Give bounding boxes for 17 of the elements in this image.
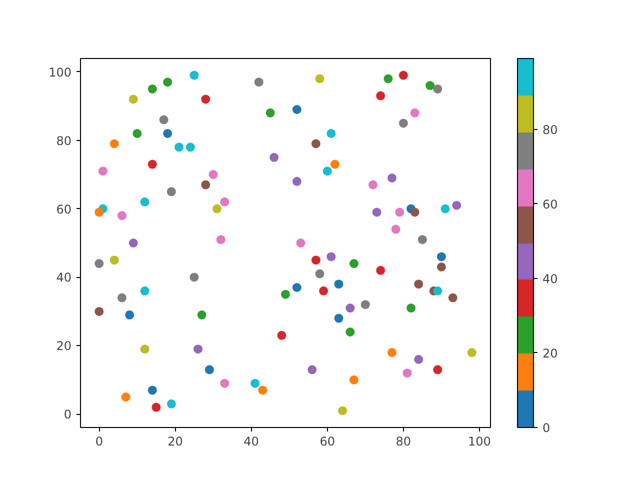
x-tick-label: 40: [244, 434, 259, 448]
color-bar-label: 20: [542, 346, 558, 360]
x-tick-label: 60: [320, 434, 335, 448]
y-tick-label: 20: [56, 339, 72, 354]
y-tick-label: 80: [56, 134, 72, 148]
x-tick-label: 100: [468, 434, 491, 448]
x-tick-label: 80: [396, 434, 412, 448]
color-bar-label: 0: [542, 421, 550, 435]
color-bar-label: 60: [542, 197, 558, 212]
color-bar-label: 80: [542, 122, 558, 137]
y-tick-label: 100: [48, 65, 72, 80]
color-bar-label: 40: [542, 272, 558, 286]
y-tick-label: 60: [56, 202, 72, 216]
x-tick-label: 20: [168, 434, 183, 448]
y-tick-label: 40: [56, 270, 72, 285]
y-tick-label: 0: [64, 408, 72, 422]
x-tick-label: 0: [95, 434, 103, 448]
